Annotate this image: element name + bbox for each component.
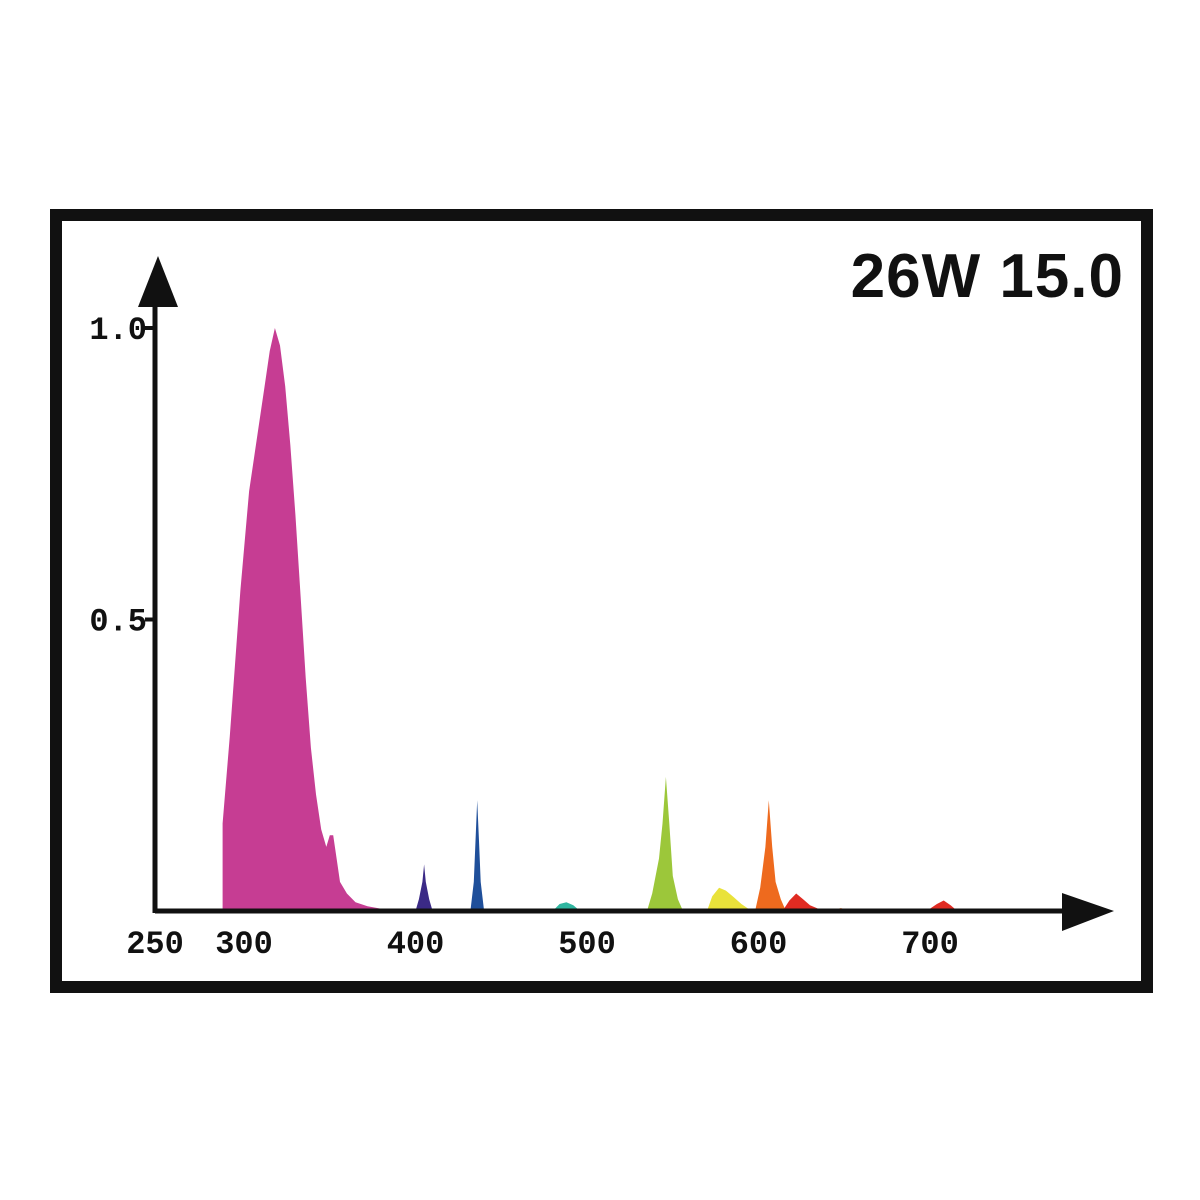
y-tick-label: 1.0 xyxy=(89,312,147,349)
series-peak-7 xyxy=(782,893,824,911)
series-peak-6 xyxy=(755,800,786,911)
series-peak-4 xyxy=(647,776,683,911)
series-layer xyxy=(222,328,958,911)
series-peak-9 xyxy=(926,900,958,911)
label-layer: 0.5 1.0 250 300 400 500 600 700 xyxy=(89,312,958,963)
axis-layer xyxy=(138,256,1114,931)
x-tick-label: 600 xyxy=(730,926,788,963)
series-peak-5 xyxy=(707,887,752,911)
series-peak-0 xyxy=(222,328,416,911)
x-tick-label: 700 xyxy=(901,926,959,963)
x-tick-label: 300 xyxy=(215,926,273,963)
x-tick-label: 250 xyxy=(126,926,184,963)
series-peak-1 xyxy=(415,864,433,911)
x-tick-label: 500 xyxy=(558,926,616,963)
series-peak-2 xyxy=(470,800,485,911)
chart-title: 26W 15.0 xyxy=(850,242,1124,311)
y-tick-label: 0.5 xyxy=(89,604,147,641)
y-axis-arrow xyxy=(138,256,178,307)
x-axis-arrow xyxy=(1062,893,1114,931)
x-tick-label: 400 xyxy=(387,926,445,963)
